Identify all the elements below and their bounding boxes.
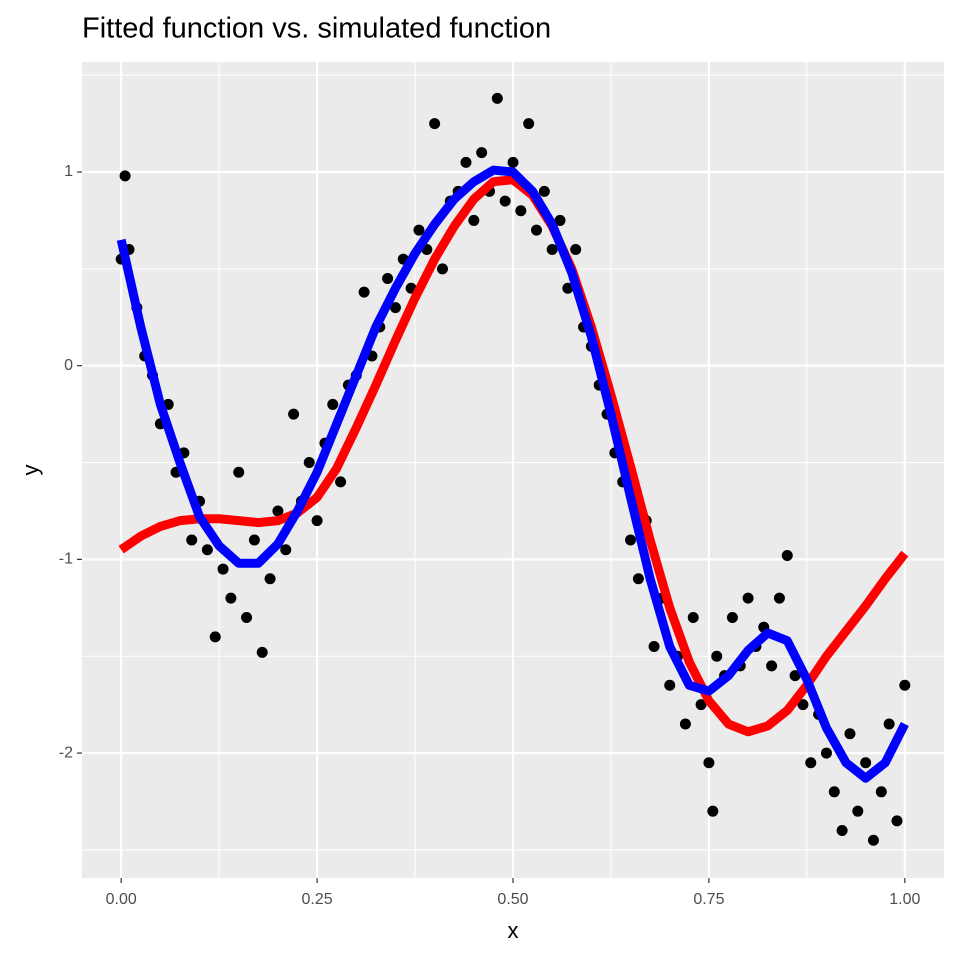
point <box>664 679 676 691</box>
point <box>225 592 237 604</box>
point <box>491 92 503 104</box>
fitted-line <box>116 165 909 783</box>
point <box>703 757 715 769</box>
point <box>217 563 229 575</box>
x-tick-label: 0.75 <box>693 891 724 908</box>
chart-title: Fitted function vs. simulated function <box>82 13 551 45</box>
point <box>797 699 809 711</box>
point <box>773 592 785 604</box>
y-tick-label: -1 <box>59 551 73 568</box>
x-tick-label: 0.50 <box>497 891 528 908</box>
y-tick-label: -2 <box>59 744 73 761</box>
point <box>687 611 699 623</box>
point <box>460 156 472 168</box>
point <box>507 156 519 168</box>
point <box>625 534 637 546</box>
point <box>233 466 245 478</box>
x-axis-title: x <box>508 918 519 943</box>
fitted-line <box>118 175 909 737</box>
point <box>209 631 221 643</box>
point <box>303 457 315 469</box>
point <box>836 825 848 837</box>
point <box>327 398 339 410</box>
point <box>429 118 441 130</box>
point <box>248 534 260 546</box>
point <box>382 273 394 285</box>
point <box>867 834 879 846</box>
point <box>875 786 887 798</box>
point <box>742 592 754 604</box>
point <box>570 243 582 255</box>
y-axis-title: y <box>18 465 43 476</box>
point <box>726 611 738 623</box>
point <box>335 476 347 488</box>
point <box>515 205 527 217</box>
point <box>119 170 131 182</box>
point <box>499 195 511 207</box>
point <box>272 505 284 517</box>
x-tick-label: 0.25 <box>302 891 333 908</box>
point <box>358 286 370 298</box>
point <box>280 544 292 556</box>
point <box>476 147 488 159</box>
point <box>860 757 872 769</box>
point <box>852 805 864 817</box>
point <box>805 757 817 769</box>
x-tick-label: 0.00 <box>106 891 137 908</box>
point <box>711 650 723 662</box>
point <box>436 263 448 275</box>
point <box>554 214 566 226</box>
point <box>789 670 801 682</box>
point <box>828 786 840 798</box>
point <box>531 224 543 236</box>
y-tick-label: 0 <box>64 357 73 374</box>
point <box>632 573 644 585</box>
point <box>413 224 425 236</box>
point <box>820 747 832 759</box>
point <box>186 534 198 546</box>
point <box>707 805 719 817</box>
point <box>523 118 535 130</box>
point <box>288 408 300 420</box>
point <box>844 728 856 740</box>
point <box>883 718 895 730</box>
point <box>648 641 660 653</box>
point <box>468 214 480 226</box>
point <box>679 718 691 730</box>
point <box>538 185 550 197</box>
point <box>241 611 253 623</box>
point <box>781 550 793 562</box>
point <box>256 646 268 658</box>
point <box>695 699 707 711</box>
point <box>766 660 778 672</box>
point <box>891 815 903 827</box>
point <box>389 302 401 314</box>
point <box>899 679 911 691</box>
point <box>546 243 558 255</box>
point <box>562 282 574 294</box>
point <box>201 544 213 556</box>
x-tick-label: 1.00 <box>889 891 920 908</box>
point <box>264 573 276 585</box>
y-tick-label: 1 <box>64 163 73 180</box>
point <box>311 515 323 527</box>
